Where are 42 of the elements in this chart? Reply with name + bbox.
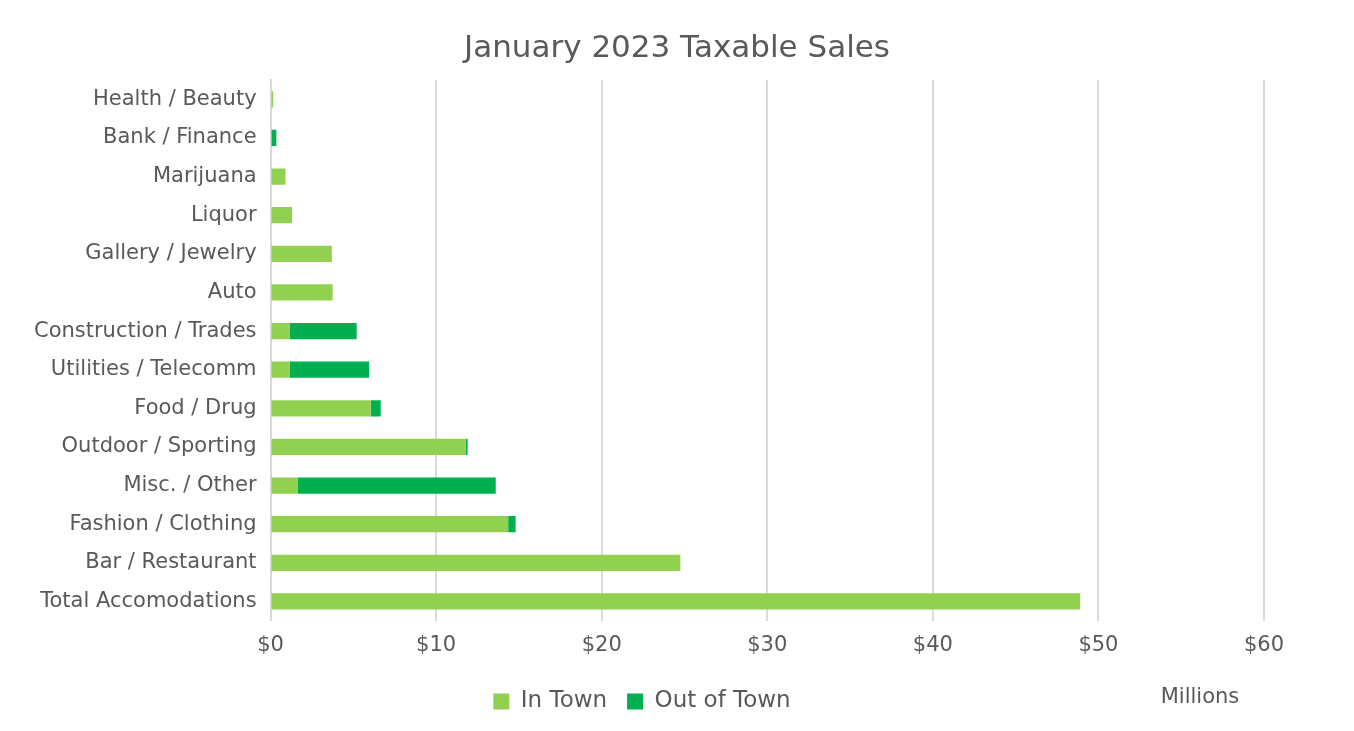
bar <box>289 322 357 340</box>
y-tick-label: Utilities / Telecomm <box>50 356 257 381</box>
bar <box>297 477 496 494</box>
y-tick-label: Food / Drug <box>134 394 257 419</box>
bar <box>271 554 681 571</box>
y-tick-label: Auto <box>207 278 257 303</box>
y-tick-label: Bank / Finance <box>103 124 257 149</box>
bar <box>370 400 381 417</box>
y-tick-label: Bar / Restaurant <box>85 549 257 574</box>
y-tick-label: Misc. / Other <box>123 472 257 497</box>
bar <box>271 322 290 340</box>
bar <box>271 400 371 417</box>
chart-title: January 2023 Taxable Sales <box>461 28 891 64</box>
legend-label: Out of Town <box>654 686 791 713</box>
bar <box>271 516 509 533</box>
bar <box>508 516 516 533</box>
bar <box>289 361 370 378</box>
y-tick-label: Gallery / Jewelry <box>85 240 257 265</box>
bar <box>271 593 1081 610</box>
bar <box>271 284 333 301</box>
x-tick-label: $30 <box>747 631 788 656</box>
bar <box>271 168 286 185</box>
bar <box>271 361 290 378</box>
x-tick-label: $0 <box>257 631 284 656</box>
y-tick-label: Marijuana <box>152 163 257 188</box>
bar <box>271 477 298 494</box>
y-tick-label: Health / Beauty <box>93 85 257 110</box>
y-tick-label: Total Accomodations <box>39 587 257 612</box>
bar <box>271 438 466 456</box>
y-tick-label: Fashion / Clothing <box>69 510 257 535</box>
bar <box>271 245 332 262</box>
y-tick-label: Liquor <box>190 201 257 226</box>
x-tick-label: $50 <box>1078 631 1119 656</box>
x-tick-label: $60 <box>1243 631 1285 656</box>
x-tick-label: $20 <box>581 631 622 656</box>
x-axis-title: Millions <box>1159 684 1241 708</box>
x-tick-label: $40 <box>912 631 953 656</box>
legend-label: In Town <box>520 686 608 713</box>
bar <box>271 207 293 224</box>
y-tick-label: Outdoor / Sporting <box>61 433 257 458</box>
x-tick-label: $10 <box>416 631 457 656</box>
y-tick-label: Construction / Trades <box>33 317 257 342</box>
